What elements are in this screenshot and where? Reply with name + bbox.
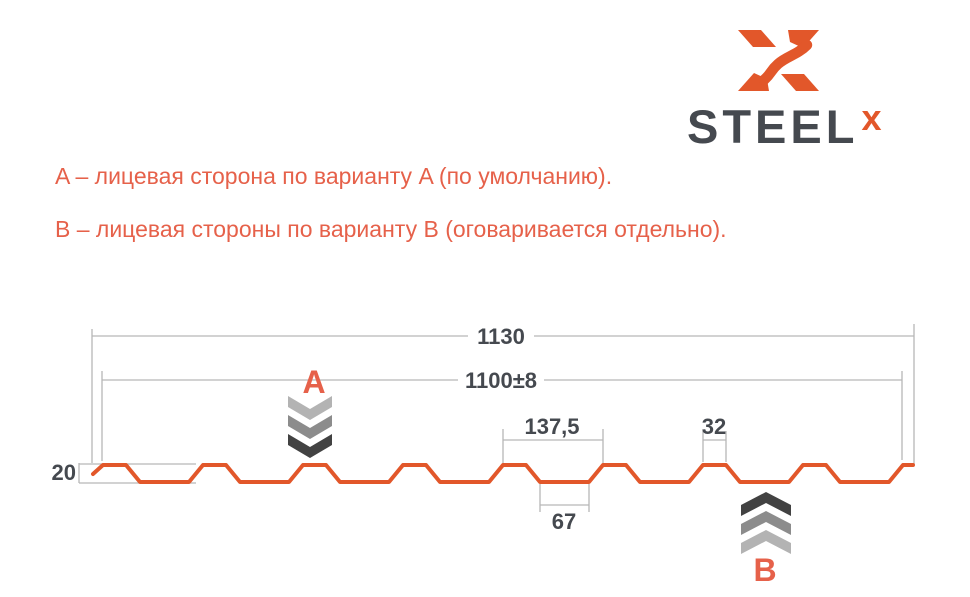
steelx-x-icon xyxy=(738,30,819,91)
sheet-profile-line xyxy=(91,463,915,484)
dim-profile-height-label: 20 xyxy=(52,460,76,485)
marker-b-letter: B xyxy=(753,552,776,588)
dim-rib-top-label: 32 xyxy=(702,414,726,439)
marker-a-letter: A xyxy=(302,364,325,400)
brand-name: STEELx xyxy=(687,100,882,153)
chevrons-up-icon xyxy=(741,492,791,554)
dim-working-width-label: 1100±8 xyxy=(465,368,537,393)
dim-overall-width: 1130 xyxy=(91,324,915,464)
profile-drawing: 1130 1100±8 137,5 32 xyxy=(52,324,915,588)
dim-rib-bottom-label: 67 xyxy=(552,509,576,534)
dim-rib-top: 32 xyxy=(702,414,727,462)
note-variant-b: B – лицевая стороны по варианту B (огова… xyxy=(55,216,727,242)
dim-rib-pitch: 137,5 xyxy=(502,414,604,463)
dim-working-width: 1100±8 xyxy=(101,368,903,461)
chevrons-down-icon xyxy=(288,396,332,458)
brand-sup-x: x xyxy=(861,97,882,138)
dim-rib-pitch-label: 137,5 xyxy=(524,414,579,439)
note-variant-a: A – лицевая сторона по варианту A (по ум… xyxy=(55,163,613,189)
marker-variant-a: A xyxy=(288,364,332,458)
marker-variant-b: B xyxy=(741,492,791,588)
dim-rib-bottom: 67 xyxy=(539,484,590,534)
brand-name-text: STEEL xyxy=(687,100,859,153)
dim-overall-width-label: 1130 xyxy=(477,324,525,349)
